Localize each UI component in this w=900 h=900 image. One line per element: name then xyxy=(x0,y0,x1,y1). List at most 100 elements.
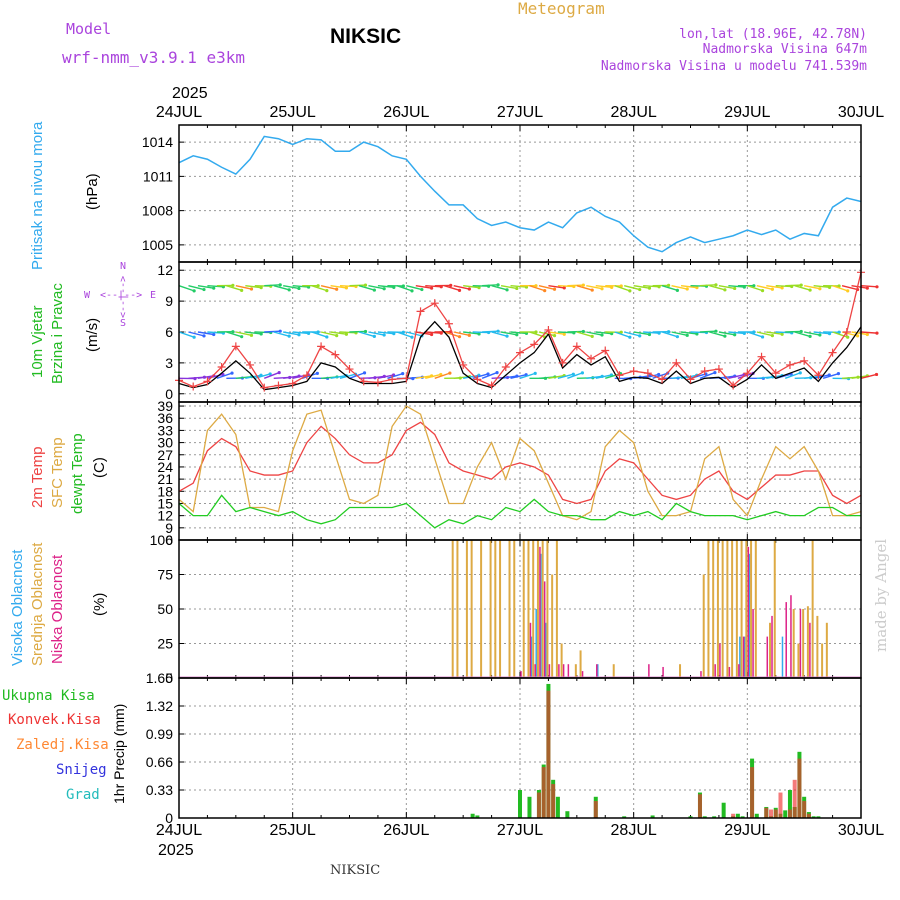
wind-arrow xyxy=(415,375,432,380)
compass-n: N xyxy=(120,261,126,272)
wind-arrow xyxy=(330,331,347,335)
wind-arrow xyxy=(567,372,583,379)
altitude-text: Nadmorska Visina 647m xyxy=(703,42,868,57)
wind-arrow xyxy=(595,284,612,289)
wind-arrow xyxy=(178,331,195,338)
wind-arrow-head xyxy=(808,288,812,292)
wind-arrow-head xyxy=(335,287,339,291)
wind-arrow xyxy=(188,284,205,291)
wind-gust-marker xyxy=(487,381,496,390)
wind-arrow xyxy=(785,284,802,287)
wind-arrow-head xyxy=(770,333,774,338)
wind-arrow xyxy=(652,372,668,379)
wind-arrow xyxy=(614,331,631,338)
ytick-label-temp: 39 xyxy=(157,398,173,414)
wind-arrow-head xyxy=(420,287,424,292)
wind-arrow xyxy=(320,331,337,337)
precip-bar-1 xyxy=(787,809,792,818)
wind-gust-marker xyxy=(203,377,212,386)
wind-arrow-head xyxy=(846,289,850,293)
wind-arrow-head xyxy=(278,329,282,333)
wind-arrow-head xyxy=(505,288,509,292)
wind-arrow xyxy=(330,374,347,380)
wind-arrow xyxy=(349,284,366,287)
wind-gust-marker xyxy=(601,346,610,355)
compass-vertical: <--|--> xyxy=(118,276,129,318)
wind-arrow-head xyxy=(315,371,319,375)
wind-arrow xyxy=(567,284,584,287)
precip-bar-0 xyxy=(754,813,759,818)
wind-arrow xyxy=(320,284,337,290)
wind-arrow xyxy=(775,331,792,334)
wind-arrow-head xyxy=(515,286,519,291)
temp-series-1 xyxy=(178,405,862,521)
watermark: made by Angel xyxy=(872,539,890,652)
model-altitude-text: Nadmorska Visina u modelu 741.539m xyxy=(601,59,867,74)
date-label-bottom: 29JUL xyxy=(724,822,770,839)
wind-arrow xyxy=(832,331,848,338)
footer-station: NIKSIC xyxy=(330,863,380,878)
wind-gust-marker xyxy=(558,358,567,367)
wind-arrow xyxy=(718,375,735,380)
wind-arrow xyxy=(368,284,385,290)
wind-arrow-head xyxy=(543,289,547,293)
wind-arrow-head xyxy=(610,332,614,336)
wind-arrow-head xyxy=(760,335,765,339)
ytick-label-temp: 33 xyxy=(157,422,173,438)
precip-bar-0 xyxy=(811,816,816,818)
wind-arrow-head xyxy=(733,286,737,291)
wind-arrow xyxy=(804,331,821,336)
wind-arrow xyxy=(273,285,290,291)
temp-label-1: 2m Temp xyxy=(29,447,46,508)
ytick-label-wind: 12 xyxy=(157,262,173,278)
wind-arrow xyxy=(463,331,480,335)
wind-unit: (m/s) xyxy=(84,318,101,352)
wind-gust-marker xyxy=(757,352,766,361)
wind-arrow-head xyxy=(316,330,320,334)
wind-arrow xyxy=(709,331,726,337)
wind-arrow xyxy=(510,331,527,335)
wind-arrow xyxy=(538,284,555,290)
wind-gust-marker xyxy=(373,378,382,387)
wind-arrow-head xyxy=(723,288,727,292)
wind-arrow xyxy=(311,331,328,338)
date-label-top: 24JUL xyxy=(156,104,202,121)
ytick-label-temp: 30 xyxy=(157,435,173,451)
wind-arrow xyxy=(197,331,214,336)
wind-arrow xyxy=(624,331,640,337)
wind-arrow-head xyxy=(382,333,386,337)
wind-arrow-head xyxy=(855,334,860,338)
wind-arrow xyxy=(557,331,574,334)
wind-arrow-head xyxy=(467,333,471,337)
wind-gust-marker xyxy=(288,379,297,388)
wind-arrow xyxy=(785,330,802,333)
precip-bar-0 xyxy=(816,816,821,818)
precip-bar-1 xyxy=(806,813,811,818)
year-top: 2025 xyxy=(172,85,208,102)
wind-arrow xyxy=(661,331,678,338)
wind-arrow-head xyxy=(600,333,604,337)
precip-bar-1 xyxy=(541,767,546,818)
wind-arrow xyxy=(529,285,545,292)
wind-arrow xyxy=(841,284,858,291)
wind-arrow-head xyxy=(714,283,718,287)
precip-bar-0 xyxy=(565,811,570,818)
precip-bar-0 xyxy=(712,816,717,818)
precip-bar-1 xyxy=(773,809,778,818)
wind-arrow-head xyxy=(865,286,869,290)
wind-arrow xyxy=(557,373,574,379)
wind-arrow xyxy=(482,284,499,287)
wind-arrow xyxy=(728,374,745,380)
precip-legend-snow: Snijeg xyxy=(56,762,107,778)
wind-gust-marker xyxy=(700,367,709,376)
cloud-label-1: Visoka Oblacnost xyxy=(9,549,26,666)
wind-arrow xyxy=(425,331,442,334)
ytick-label-precip: 0.33 xyxy=(146,782,173,798)
wind-arrow xyxy=(301,372,318,379)
wind-arrow-head xyxy=(401,330,405,334)
wind-arrow-head xyxy=(231,283,235,287)
temp-label-3: dewpt Temp xyxy=(69,433,86,514)
precip-bar-1 xyxy=(797,758,802,818)
wind-arrow xyxy=(406,331,423,337)
wind-arrow xyxy=(491,331,508,337)
